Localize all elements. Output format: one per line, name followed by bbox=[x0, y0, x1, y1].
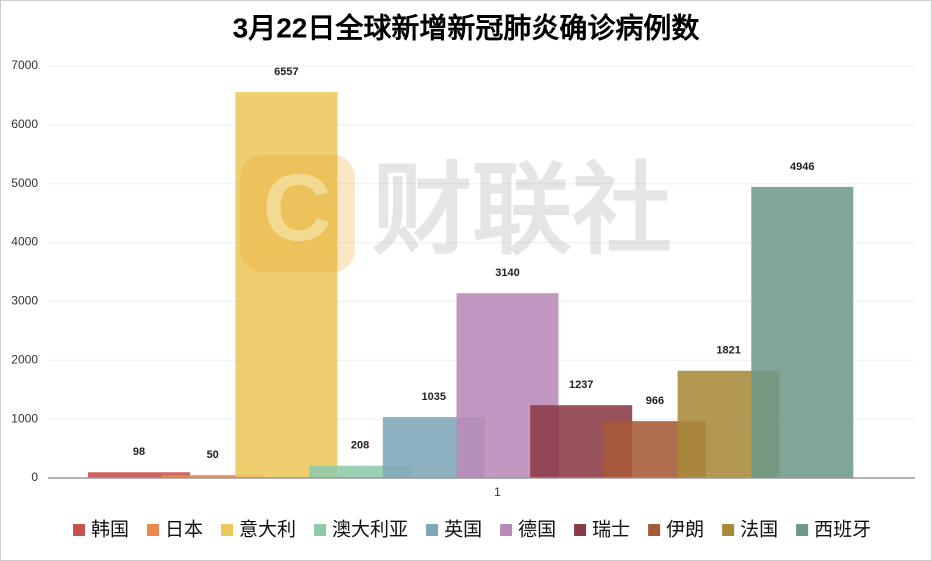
legend-label: 日本 bbox=[165, 518, 203, 540]
legend-swatch bbox=[73, 524, 85, 536]
legend-swatch bbox=[796, 524, 809, 536]
legend-swatch bbox=[426, 524, 439, 536]
legend-label: 澳大利亚 bbox=[332, 518, 408, 540]
value-label: 1035 bbox=[422, 391, 446, 403]
legend: 韩国 日本 意大利 澳大利亚 英国 德国 瑞士 伊朗 法国 西班牙 bbox=[73, 518, 871, 540]
value-label: 98 bbox=[133, 446, 145, 458]
value-label: 1821 bbox=[716, 345, 740, 357]
y-tick-label: 5000 bbox=[11, 176, 38, 190]
bar bbox=[161, 475, 264, 478]
legend-label: 韩国 bbox=[91, 518, 129, 540]
watermark: C 财联社 bbox=[240, 154, 672, 272]
legend-swatch bbox=[648, 524, 661, 536]
legend-label: 瑞士 bbox=[592, 518, 630, 540]
plot-area: 0 1000 2000 3000 4000 5000 6000 7000 98 50 6557 208… bbox=[11, 58, 915, 499]
value-label: 208 bbox=[351, 440, 369, 452]
value-label: 50 bbox=[207, 449, 219, 461]
value-label: 1237 bbox=[569, 379, 593, 391]
value-label: 3140 bbox=[495, 267, 519, 279]
value-label: 6557 bbox=[274, 66, 298, 78]
chart-title: 3月22日全球新增新冠肺炎确诊病例数 bbox=[233, 11, 701, 43]
watermark-text: 财联社 bbox=[372, 154, 672, 266]
legend-label: 法国 bbox=[740, 518, 778, 540]
legend-swatch bbox=[574, 524, 587, 536]
legend-label: 英国 bbox=[444, 518, 482, 540]
legend-label: 意大利 bbox=[239, 518, 296, 540]
legend-label: 西班牙 bbox=[814, 518, 871, 540]
bar bbox=[751, 186, 854, 478]
legend-label: 德国 bbox=[518, 518, 556, 540]
legend-swatch bbox=[314, 524, 327, 536]
watermark-logo-c: C bbox=[263, 155, 332, 261]
y-tick-label: 2000 bbox=[11, 352, 38, 366]
y-tick-label: 6000 bbox=[11, 117, 38, 131]
y-tick-label: 4000 bbox=[11, 235, 38, 249]
watermark-logo bbox=[240, 155, 355, 272]
x-tick-label: 1 bbox=[494, 485, 501, 499]
legend-swatch bbox=[722, 524, 735, 536]
legend-swatch bbox=[221, 524, 234, 536]
bar bbox=[235, 92, 338, 478]
value-label: 4946 bbox=[790, 161, 814, 173]
bar bbox=[88, 472, 190, 478]
y-tick-label: 7000 bbox=[11, 58, 38, 72]
legend-swatch bbox=[147, 524, 160, 536]
legend-label: 伊朗 bbox=[666, 518, 704, 540]
legend-swatch bbox=[500, 524, 513, 536]
value-label: 966 bbox=[646, 395, 664, 407]
y-tick-label: 0 bbox=[31, 470, 38, 484]
y-tick-label: 1000 bbox=[11, 411, 38, 425]
y-tick-label: 3000 bbox=[11, 294, 38, 308]
